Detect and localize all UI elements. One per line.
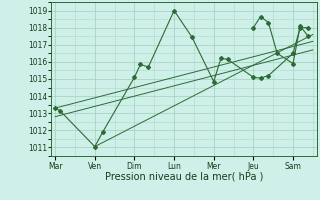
X-axis label: Pression niveau de la mer( hPa ): Pression niveau de la mer( hPa ) [105, 172, 263, 182]
